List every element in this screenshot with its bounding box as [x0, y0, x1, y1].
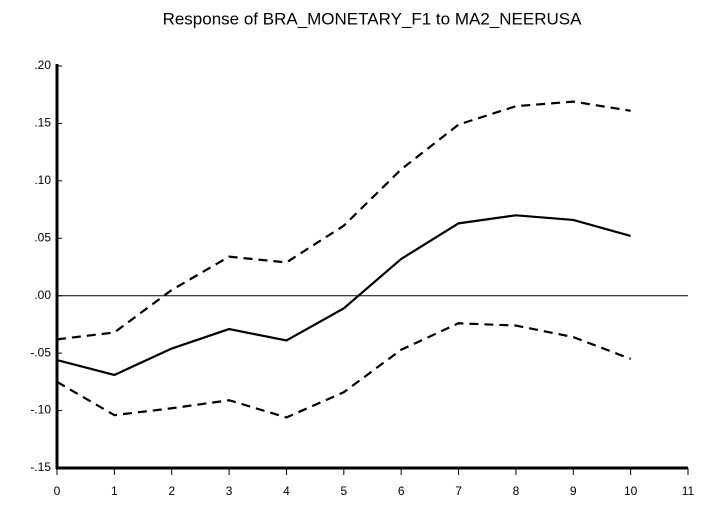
y-tick-label: .05: [34, 230, 51, 244]
x-tick-label: 5: [340, 484, 347, 498]
series-line: [56, 322, 632, 419]
y-tick-label: .15: [34, 116, 51, 130]
x-tick-label: 1: [111, 484, 118, 498]
x-tick-label: 10: [624, 484, 638, 498]
x-tick-label: 0: [54, 484, 61, 498]
y-tick-label: -.10: [30, 403, 51, 417]
y-tick-label: .00: [34, 288, 51, 302]
y-tick-label: -.05: [30, 345, 51, 359]
x-tick-label: 3: [226, 484, 233, 498]
series-line: [56, 214, 631, 377]
x-tick-label: 2: [168, 484, 175, 498]
y-tick-label: .10: [34, 173, 51, 187]
x-tick-label: 11: [682, 484, 695, 498]
chart-title: Response of BRA_MONETARY_F1 to MA2_NEERU…: [163, 9, 583, 28]
x-tick-label: 4: [283, 484, 290, 498]
x-tick-label: 8: [513, 484, 520, 498]
y-tick-label: -.15: [30, 460, 51, 474]
y-tick-label: .20: [34, 58, 51, 72]
x-tick-label: 7: [455, 484, 462, 498]
x-tick-label: 9: [570, 484, 577, 498]
series-line: [56, 100, 631, 341]
x-tick-label: 6: [398, 484, 405, 498]
